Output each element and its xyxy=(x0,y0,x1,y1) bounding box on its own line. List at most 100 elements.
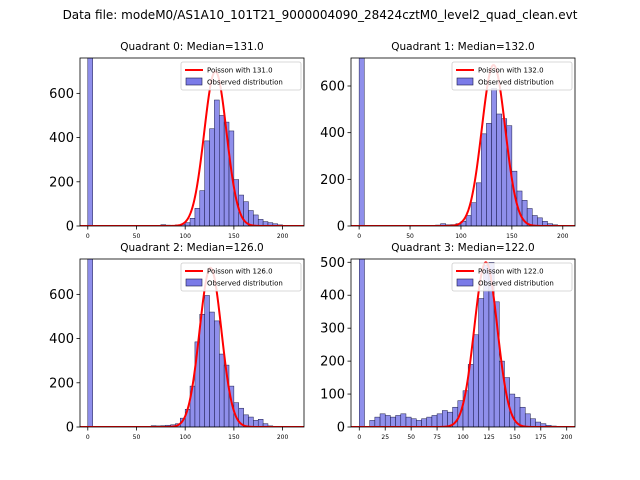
legend-bar-swatch xyxy=(456,77,474,86)
poisson-line xyxy=(80,266,304,427)
histogram-bar xyxy=(473,334,479,427)
y-tick-label: 500 xyxy=(320,256,345,271)
chart-panel-2: 0 50 100 150 200 0 200 400 600 Quadrant 2: Median… xyxy=(49,242,305,441)
x-tick-label: 25 xyxy=(381,434,389,441)
plot-area xyxy=(80,259,304,427)
legend-box xyxy=(451,61,573,91)
y-tick-label: 0 xyxy=(337,421,345,436)
y-tick-label: 200 xyxy=(49,175,74,190)
x-tick-label: 200 xyxy=(277,434,289,441)
histogram-bar xyxy=(214,99,220,226)
x-tick-label: 200 xyxy=(561,434,573,441)
histogram-bar xyxy=(204,295,210,427)
histogram-bar xyxy=(442,410,448,427)
x-tick-label: 0 xyxy=(357,434,361,441)
histogram-bar xyxy=(519,406,526,427)
histogram-bar xyxy=(481,133,487,226)
histogram-bar xyxy=(219,115,225,226)
legend-box xyxy=(451,262,573,292)
histogram-bar xyxy=(475,182,482,226)
histogram-bar xyxy=(199,190,205,226)
y-tick-label: 200 xyxy=(320,173,345,188)
histogram-bar xyxy=(87,259,93,427)
x-tick-label: 125 xyxy=(483,434,495,441)
y-tick-label: 200 xyxy=(49,376,74,391)
histogram-bar xyxy=(537,217,543,226)
histogram-bar xyxy=(410,418,417,427)
x-tick-label: 0 xyxy=(86,233,90,240)
histogram-bar xyxy=(189,218,196,226)
histogram-bar xyxy=(470,202,477,226)
y-tick-label: 600 xyxy=(49,87,74,102)
y-tick-label: 100 xyxy=(320,388,345,403)
histogram-bar xyxy=(384,415,391,427)
y-tick-label: 400 xyxy=(320,289,345,304)
x-tick-label: 50 xyxy=(407,434,415,441)
histogram-bar xyxy=(405,416,412,427)
chart-panel-3: 0 25 50 75 100 125 150 175 200 0 100 200 300 400 500 Qu… xyxy=(320,242,576,441)
histogram-bar xyxy=(359,259,365,427)
y-tick-label: 400 xyxy=(49,131,74,146)
histogram-bar xyxy=(253,214,259,226)
chart-title: Quadrant 3: Median=122.0 xyxy=(391,242,534,254)
x-tick-label: 100 xyxy=(179,434,191,441)
axes-frame xyxy=(79,258,305,428)
histogram-bar xyxy=(248,416,254,427)
x-tick-label: 50 xyxy=(406,233,414,240)
legend-label-observed: Observed distribution xyxy=(207,280,283,288)
histogram-bar xyxy=(87,58,93,226)
x-tick-label: 0 xyxy=(86,434,90,441)
x-tick-label: 100 xyxy=(455,233,467,240)
histogram-bar xyxy=(465,215,472,226)
histogram-bar xyxy=(209,311,215,427)
histogram-bar xyxy=(204,140,210,226)
histogram-bar xyxy=(219,353,225,427)
legend-bar-swatch xyxy=(185,278,203,287)
histogram-bar xyxy=(400,413,407,427)
histogram-bar xyxy=(194,208,201,226)
legend-label-poisson: Poisson with 126.0 xyxy=(207,268,273,276)
x-tick-label: 200 xyxy=(557,233,569,240)
figure-title: Data file: modeM0/AS1A10_101T21_90000040… xyxy=(62,8,578,22)
x-tick-label: 0 xyxy=(357,233,361,240)
histogram-bar xyxy=(390,416,396,427)
histogram-bar xyxy=(379,413,386,427)
x-tick-label: 100 xyxy=(179,233,191,240)
x-tick-label: 150 xyxy=(509,434,521,441)
x-tick-label: 175 xyxy=(535,434,547,441)
y-tick-label: 600 xyxy=(320,80,345,95)
legend-label-observed: Observed distribution xyxy=(207,79,283,87)
legend-label-poisson: Poisson with 132.0 xyxy=(478,67,544,75)
plot-area xyxy=(80,58,304,226)
histogram-bar xyxy=(184,222,191,226)
poisson-line xyxy=(80,70,304,226)
histogram-bar xyxy=(478,298,484,427)
legend-box xyxy=(180,262,302,292)
histogram-bar xyxy=(358,58,365,226)
x-tick-label: 150 xyxy=(228,233,240,240)
histogram-bar xyxy=(531,215,538,226)
legend-bar-swatch xyxy=(456,278,474,287)
axes-frame xyxy=(350,57,576,227)
x-tick-label: 50 xyxy=(133,434,141,441)
y-tick-label: 0 xyxy=(337,220,345,235)
histogram-bar xyxy=(436,413,443,427)
histogram-bar xyxy=(257,419,264,427)
histogram-bar xyxy=(426,416,433,427)
x-tick-label: 75 xyxy=(433,434,441,441)
x-tick-label: 200 xyxy=(277,233,289,240)
chart-title: Quadrant 0: Median=131.0 xyxy=(120,41,263,53)
y-tick-label: 600 xyxy=(49,288,74,303)
legend-label-poisson: Poisson with 122.0 xyxy=(478,268,544,276)
y-tick-label: 300 xyxy=(320,322,345,337)
y-tick-label: 400 xyxy=(320,126,345,141)
plot-area xyxy=(351,259,575,427)
y-tick-label: 400 xyxy=(49,332,74,347)
x-tick-label: 100 xyxy=(457,434,469,441)
x-tick-label: 50 xyxy=(133,233,141,240)
legend-box xyxy=(180,61,302,91)
histogram-bar xyxy=(395,415,402,427)
chart-panel-0: 0 50 100 150 200 0 200 400 600 Quadrant 0: Median… xyxy=(49,41,305,240)
